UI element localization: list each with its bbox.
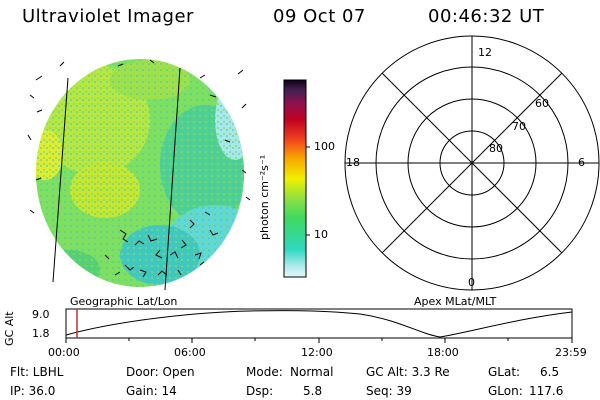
glon-value: 117.6 [529, 384, 564, 398]
lat-label-80: 80 [489, 142, 503, 155]
colorbar [283, 79, 310, 278]
mlt-label-18: 18 [346, 156, 360, 169]
filter-info: Flt: LBHL [10, 365, 64, 379]
mode-value: Normal [290, 365, 334, 379]
orbit-xtick-0600: 06:00 [174, 346, 206, 359]
dsp-label: Dsp: [246, 384, 274, 398]
mode-label: Mode: [246, 365, 283, 379]
dsp-value: 5.8 [303, 384, 323, 398]
date-label: 09 Oct 07 [273, 6, 366, 27]
mlt-label-6: 6 [578, 156, 585, 169]
gc-alt-info: GC Alt: 3.3 Re [366, 365, 450, 379]
lat-label-60: 60 [535, 97, 549, 110]
geo-panel-label: Geographic Lat/Lon [70, 295, 178, 308]
ip-info: IP: 36.0 [10, 384, 56, 398]
time-label: 00:46:32 UT [428, 6, 545, 27]
colorbar-tick-10: 10 [314, 228, 328, 241]
apex-panel-label: Apex MLat/MLT [414, 295, 497, 308]
orbit-plot [65, 308, 573, 343]
orbit-xtick-1200: 12:00 [301, 346, 333, 359]
colorbar-tick-100: 100 [314, 140, 335, 153]
auroral-image [27, 59, 251, 291]
orbit-xtick-0000: 00:00 [48, 346, 80, 359]
polar-plot [344, 35, 600, 291]
lat-label-70: 70 [512, 120, 526, 133]
gain-info: Gain: 14 [126, 384, 177, 398]
glat-label: GLat: [488, 365, 521, 379]
orbit-axis-label: GC Alt [3, 311, 16, 346]
door-info: Door: Open [126, 365, 195, 379]
orbit-ytick-max: 9.0 [32, 308, 50, 321]
glon-label: GLon: [488, 384, 523, 398]
mlt-label-12: 12 [478, 46, 492, 59]
orbit-xtick-2359: 23:59 [555, 346, 587, 359]
seq-info: Seq: 39 [366, 384, 412, 398]
orbit-xtick-1800: 18:00 [427, 346, 459, 359]
orbit-ytick-min: 1.8 [32, 327, 50, 340]
colorbar-unit-label: photon cm⁻²s⁻¹ [258, 154, 271, 240]
instrument-title: Ultraviolet Imager [22, 6, 194, 27]
mlt-label-0: 0 [468, 276, 475, 289]
glat-value: 6.5 [540, 365, 560, 379]
